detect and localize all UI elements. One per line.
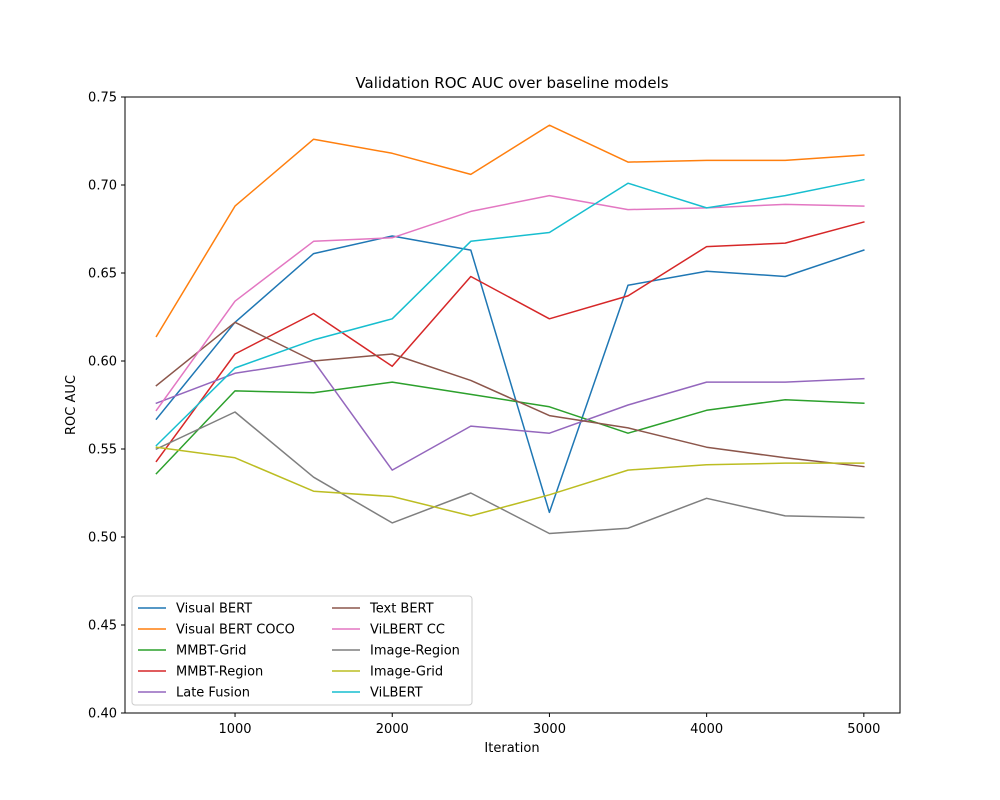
legend-box — [131, 595, 473, 706]
x-axis: 1000 2000 3000 4000 5000 — [218, 713, 880, 737]
x-tick-label: 3000 — [533, 722, 566, 737]
y-tick-label: 0.50 — [88, 531, 117, 546]
legend-label: Late Fusion — [176, 686, 250, 701]
y-axis: 0.40 0.45 0.50 0.55 0.60 0.65 0.70 0.75 — [88, 91, 125, 722]
y-tick-label: 0.75 — [88, 91, 117, 106]
legend-label: Image-Region — [370, 644, 460, 659]
y-axis-title: ROC AUC — [64, 375, 79, 435]
x-tick-label: 2000 — [376, 722, 409, 737]
y-tick-label: 0.40 — [88, 707, 117, 722]
series-layer — [155, 124, 865, 535]
legend: Visual BERT Visual BERT COCO MMBT-Grid MMBT… — [131, 595, 473, 706]
y-tick-label: 0.65 — [88, 267, 117, 282]
plot-frame — [124, 96, 901, 714]
series-line-visual-bert — [155, 235, 865, 514]
series-line-vilbert — [155, 178, 865, 447]
y-tick-label: 0.55 — [88, 443, 117, 458]
x-tick-label: 4000 — [690, 722, 723, 737]
series-line-image-grid — [155, 446, 865, 517]
legend-label: Visual BERT — [176, 602, 252, 617]
legend-label: Visual BERT COCO — [176, 623, 295, 638]
series-line-mmbt-region — [155, 221, 865, 463]
series-line-visual-bert-coco — [155, 124, 865, 338]
series-line-vilbert-cc — [155, 194, 865, 412]
legend-label: MMBT-Region — [176, 665, 263, 680]
legend-label: ViLBERT — [370, 686, 423, 701]
y-tick-label: 0.45 — [88, 619, 117, 634]
legend-label: ViLBERT CC — [370, 623, 445, 638]
y-tick-label: 0.70 — [88, 179, 117, 194]
x-tick-label: 1000 — [218, 722, 251, 737]
x-axis-title: Iteration — [484, 741, 539, 756]
y-tick-label: 0.60 — [88, 355, 117, 370]
series-line-text-bert — [155, 321, 865, 468]
series-line-mmbt-grid — [155, 381, 865, 475]
chart-title: Validation ROC AUC over baseline models — [355, 74, 668, 92]
legend-label: Image-Grid — [370, 665, 443, 680]
x-tick-label: 5000 — [847, 722, 880, 737]
series-line-image-region — [155, 411, 865, 535]
legend-label: Text BERT — [369, 602, 434, 617]
series-line-late-fusion — [155, 360, 865, 471]
legend-label: MMBT-Grid — [176, 644, 247, 659]
